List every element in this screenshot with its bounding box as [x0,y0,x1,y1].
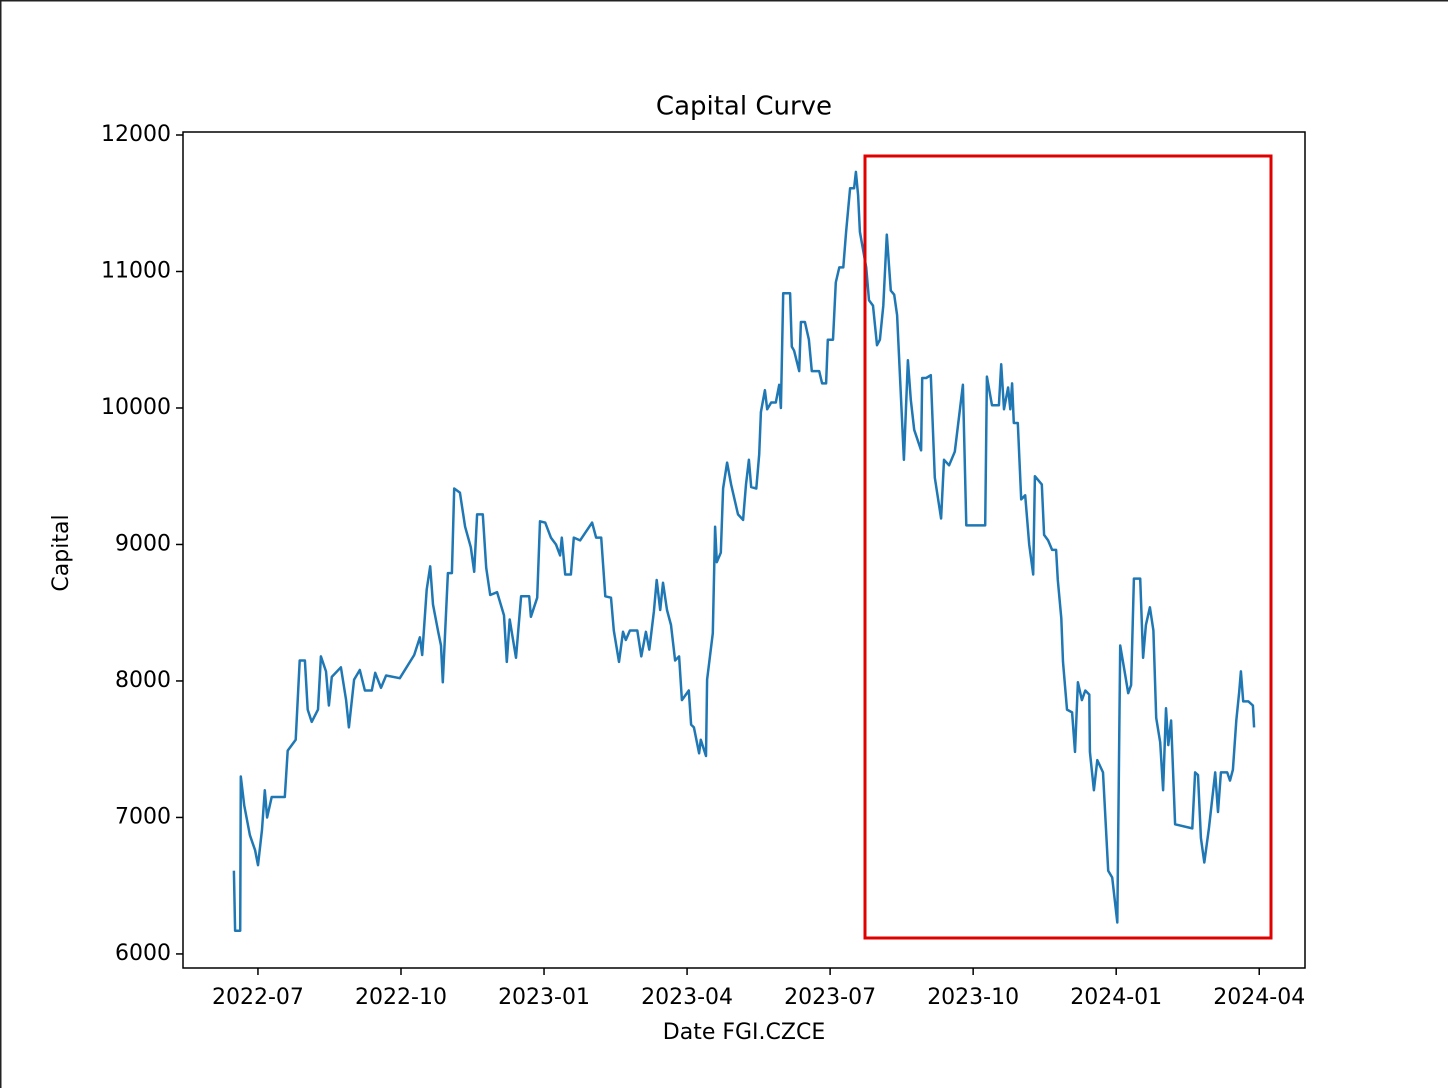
y-tick-label: 12000 [101,122,171,147]
x-tick-label: 2023-10 [927,985,1019,1010]
y-tick-label: 8000 [115,668,171,693]
x-tick-label: 2022-07 [212,985,304,1010]
x-axis-label: Date FGI.CZCE [663,1020,825,1045]
y-tick-label: 9000 [115,531,171,556]
chart-title: Capital Curve [656,92,832,122]
y-tick-label: 6000 [115,941,171,966]
x-tick-label: 2023-07 [784,985,876,1010]
x-tick-label: 2023-01 [498,985,590,1010]
y-axis-label: Capital [49,514,74,591]
x-tick-label: 2022-10 [355,985,447,1010]
y-tick-label: 11000 [101,258,171,283]
x-tick-label: 2024-04 [1213,985,1305,1010]
y-tick-label: 10000 [101,395,171,420]
x-tick-label: 2023-04 [641,985,733,1010]
y-tick-label: 7000 [115,804,171,829]
x-tick-label: 2024-01 [1070,985,1162,1010]
